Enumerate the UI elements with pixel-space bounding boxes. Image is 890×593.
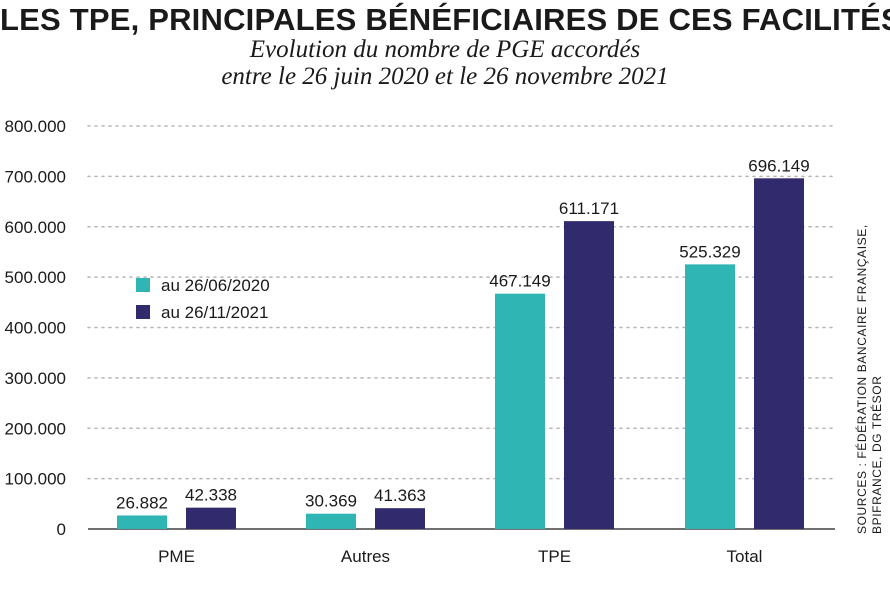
value-label: 696.149: [748, 156, 809, 175]
y-axis-ticks: 0 100.000 200.000 300.000 400.000 500.000 600.…: [5, 117, 66, 539]
legend-swatch-1: [136, 278, 150, 292]
subtitle-line-2: entre le 26 juin 2020 et le 26 novembre …: [221, 63, 669, 90]
y-tick-label: 0: [57, 520, 66, 539]
subtitle-line-1: Evolution du nombre de PGE accordés: [249, 36, 641, 63]
y-tick-label: 500.000: [5, 268, 66, 287]
x-category-label: PME: [158, 547, 195, 566]
sources-line-2: BPIFRANCE, DG TRÉSOR: [869, 376, 884, 534]
sources-note: SOURCES : FÉDÉRATION BANCAIRE FRANÇAISE,…: [854, 224, 884, 534]
bar-pme-series-2: [186, 507, 236, 529]
legend-label-1: au 26/06/2020: [161, 276, 270, 295]
bar-autres-series-2: [375, 508, 425, 529]
x-axis-categories: PME Autres TPE Total: [158, 547, 762, 566]
legend-label-2: au 26/11/2021: [161, 303, 268, 322]
bar-tpe-series-2: [564, 221, 614, 529]
bars: [117, 178, 804, 529]
bar-tpe-series-1: [495, 293, 545, 529]
y-tick-label: 400.000: [5, 319, 66, 338]
y-tick-label: 200.000: [5, 419, 66, 438]
bar-pme-series-1: [117, 515, 167, 529]
value-label: 467.149: [489, 272, 550, 291]
value-label: 611.171: [559, 199, 619, 218]
y-tick-label: 800.000: [5, 117, 66, 136]
value-labels: 26.882 42.338 30.369 41.363 467.149 611.171 52…: [116, 156, 810, 512]
x-category-label: Autres: [341, 547, 390, 566]
x-category-label: TPE: [538, 547, 571, 566]
x-category-label: Total: [727, 547, 763, 566]
y-tick-label: 700.000: [5, 167, 66, 186]
y-tick-label: 100.000: [5, 470, 66, 489]
value-label: 30.369: [305, 492, 357, 511]
sources-rotated: SOURCES : FÉDÉRATION BANCAIRE FRANÇAISE,…: [854, 224, 884, 534]
value-label: 41.363: [374, 486, 426, 505]
legend: au 26/06/2020 au 26/11/2021: [136, 276, 270, 322]
y-tick-label: 600.000: [5, 218, 66, 237]
sources-line-1: SOURCES : FÉDÉRATION BANCAIRE FRANÇAISE,: [854, 224, 869, 534]
legend-swatch-2: [136, 305, 150, 319]
value-label: 42.338: [185, 486, 237, 505]
chart-subtitle: Evolution du nombre de PGE accordés entr…: [0, 36, 890, 90]
y-tick-label: 300.000: [5, 369, 66, 388]
bar-total-series-1: [685, 264, 735, 529]
bar-autres-series-1: [306, 513, 356, 529]
bar-total-series-2: [754, 178, 804, 529]
chart-title: LES TPE, PRINCIPALES BÉNÉFICIAIRES DE CE…: [0, 2, 890, 37]
value-label: 26.882: [116, 493, 168, 512]
value-label: 525.329: [679, 242, 740, 261]
